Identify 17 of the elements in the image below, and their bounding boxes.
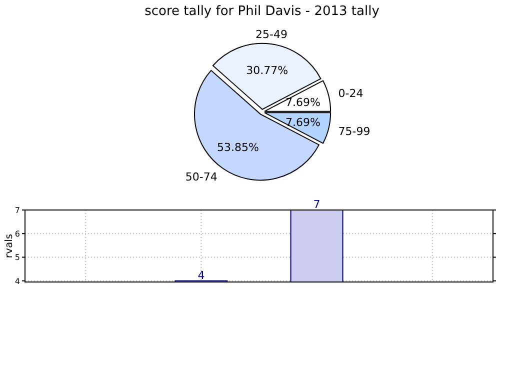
slice-label: 75-99 (338, 124, 370, 138)
data-label: 30.77% (246, 64, 288, 78)
slice-label: 0-24 (338, 87, 364, 100)
slice-label: 50-74 (185, 170, 218, 184)
data-label: 4 (198, 268, 205, 282)
data-label: 7.69% (286, 116, 320, 130)
y-tick-label: 5 (14, 253, 20, 262)
data-label: 53.85% (217, 140, 259, 154)
data-label: 7 (313, 198, 320, 211)
y-tick-label: 7 (14, 206, 20, 215)
pie-slice (212, 42, 322, 110)
y-axis-title: rvals (4, 234, 15, 258)
data-label: 7.69% (286, 96, 320, 109)
chart-title: score tally for Phil Davis - 2013 tally (144, 4, 380, 19)
y-tick-label: 4 (14, 276, 20, 286)
y-tick-label: 6 (14, 230, 20, 239)
slice-label: 25-49 (255, 28, 288, 42)
